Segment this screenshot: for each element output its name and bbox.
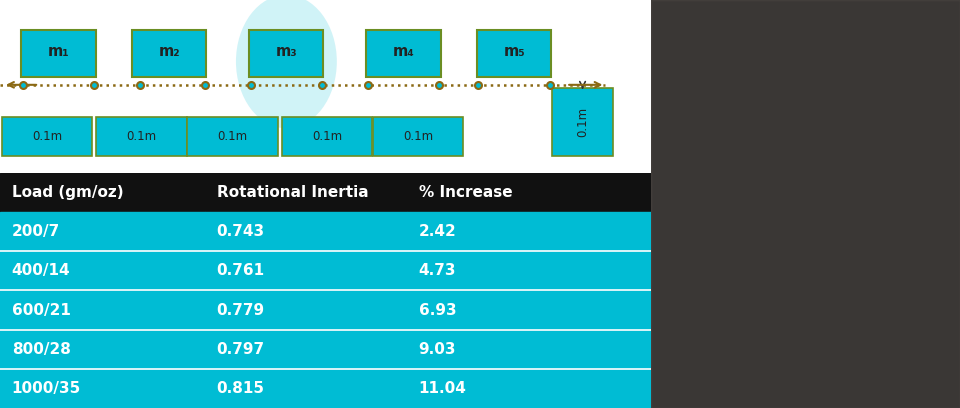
Text: 0.1m: 0.1m [127, 130, 156, 143]
Text: 0.779: 0.779 [217, 303, 265, 317]
Bar [407, 290, 651, 330]
Text: 0.1m: 0.1m [312, 130, 342, 143]
Text: m₁: m₁ [48, 44, 69, 59]
Text: 0.1m: 0.1m [403, 130, 433, 143]
Bar [0, 251, 205, 290]
Bar [205, 173, 407, 212]
Text: Load (gm/oz): Load (gm/oz) [12, 185, 123, 200]
Bar [407, 330, 651, 369]
FancyBboxPatch shape [2, 117, 92, 155]
Text: 400/14: 400/14 [12, 264, 70, 278]
Bar [0, 330, 205, 369]
FancyBboxPatch shape [477, 30, 551, 77]
FancyBboxPatch shape [372, 117, 464, 155]
FancyBboxPatch shape [96, 117, 187, 155]
Bar [407, 251, 651, 290]
Text: Rotational Inertia: Rotational Inertia [217, 185, 369, 200]
Text: 0.1m: 0.1m [218, 130, 248, 143]
Text: m₅: m₅ [503, 44, 525, 59]
Text: 0.1m: 0.1m [576, 106, 589, 137]
Bar [205, 290, 407, 330]
Bar [205, 330, 407, 369]
Text: 0.815: 0.815 [217, 381, 265, 396]
Text: 0.1m: 0.1m [32, 130, 62, 143]
Text: 11.04: 11.04 [419, 381, 467, 396]
Bar [407, 173, 651, 212]
FancyBboxPatch shape [282, 117, 372, 155]
Text: 0.797: 0.797 [217, 342, 265, 357]
Text: 4.73: 4.73 [419, 264, 456, 278]
Text: 1000/35: 1000/35 [12, 381, 81, 396]
Bar [407, 212, 651, 251]
Bar [0, 369, 205, 408]
Text: m₄: m₄ [393, 44, 415, 59]
Text: 600/21: 600/21 [12, 303, 71, 317]
Text: 0.743: 0.743 [217, 224, 265, 239]
Bar [205, 212, 407, 251]
FancyBboxPatch shape [132, 30, 206, 77]
Bar [205, 369, 407, 408]
FancyBboxPatch shape [250, 30, 324, 77]
Text: m₃: m₃ [276, 44, 298, 59]
Text: 0.761: 0.761 [217, 264, 265, 278]
Text: 200/7: 200/7 [12, 224, 60, 239]
Text: 6.93: 6.93 [419, 303, 456, 317]
FancyBboxPatch shape [187, 117, 278, 155]
FancyBboxPatch shape [367, 30, 441, 77]
Text: % Increase: % Increase [419, 185, 512, 200]
FancyBboxPatch shape [21, 30, 96, 77]
Text: m₂: m₂ [158, 44, 180, 59]
Text: 800/28: 800/28 [12, 342, 71, 357]
FancyBboxPatch shape [552, 88, 613, 155]
Bar [0, 212, 205, 251]
Ellipse shape [236, 0, 337, 128]
Text: 9.03: 9.03 [419, 342, 456, 357]
Bar [0, 173, 205, 212]
Bar [0, 290, 205, 330]
Text: 2.42: 2.42 [419, 224, 456, 239]
Bar [205, 251, 407, 290]
Bar [407, 369, 651, 408]
